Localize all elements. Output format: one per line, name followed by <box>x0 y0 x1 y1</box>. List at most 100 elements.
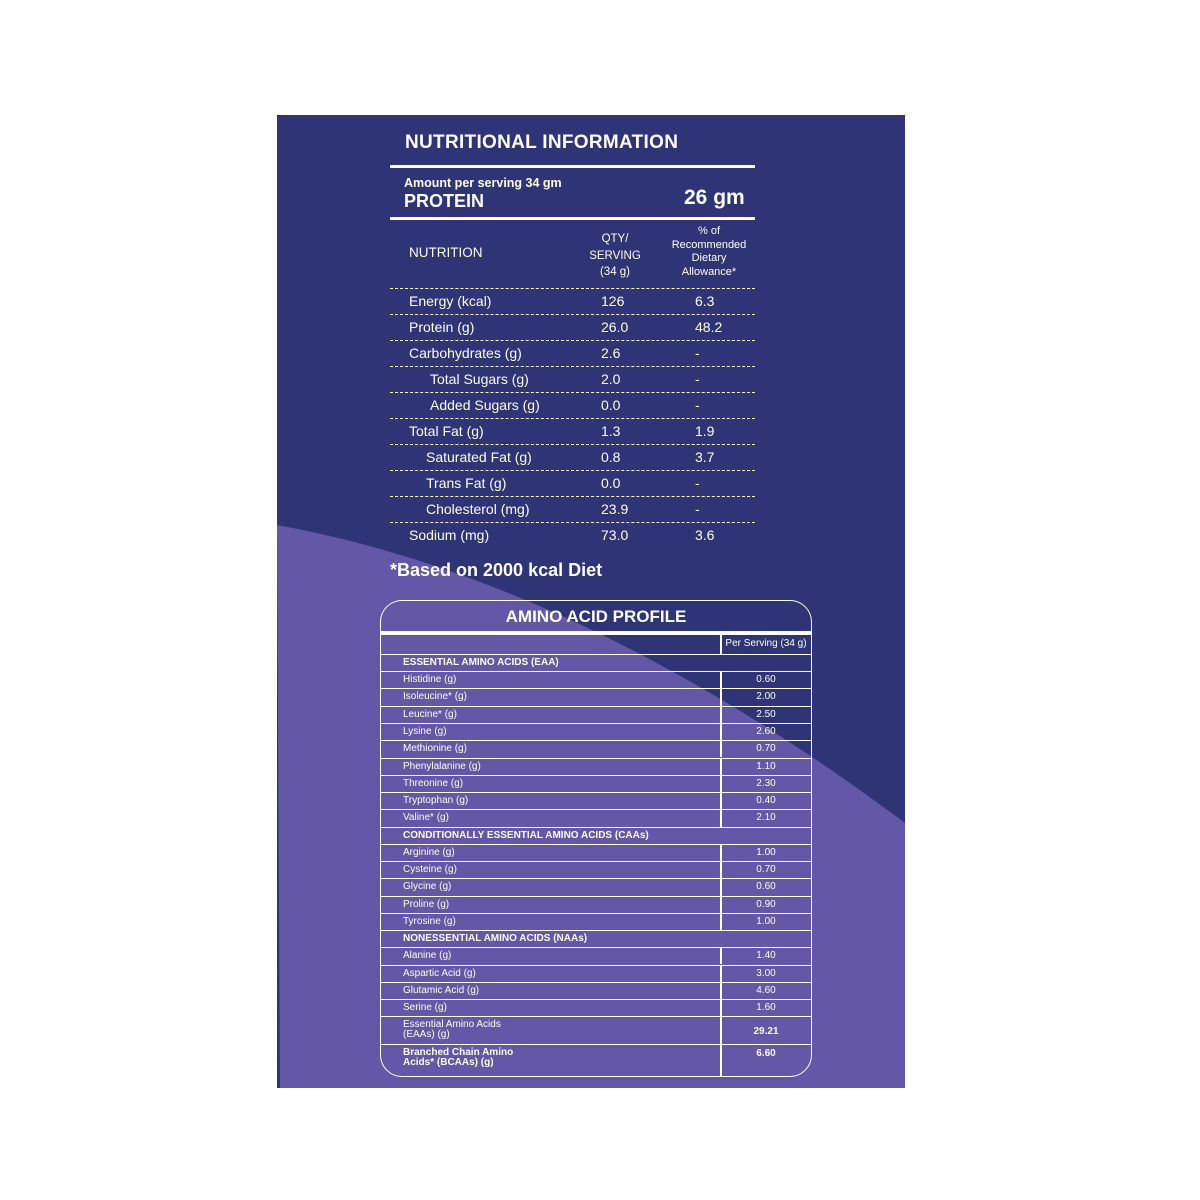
nutrient-rda: - <box>695 345 700 361</box>
dashed-divider <box>390 366 755 367</box>
serving-amount: Amount per serving 34 gm <box>404 176 562 190</box>
nutrient-rda: 3.6 <box>695 527 715 543</box>
nutrient-qty: 2.6 <box>601 345 621 361</box>
nutrient-qty: 1.3 <box>601 423 621 439</box>
column-divider <box>720 634 722 654</box>
column-divider <box>720 912 722 931</box>
amino-value: 0.70 <box>756 864 776 875</box>
amino-row: Proline (g) 0.90 <box>381 895 811 913</box>
footnote: *Based on 2000 kcal Diet <box>390 560 603 580</box>
dashed-divider <box>390 496 755 497</box>
amino-row: Threonine (g) 2.30 <box>381 774 811 792</box>
total-value: 6.60 <box>756 1048 776 1060</box>
nutrition-row: Cholesterol (mg) 23.9 - <box>390 497 755 523</box>
amino-title: AMINO ACID PROFILE <box>505 607 687 626</box>
column-divider <box>720 981 722 1000</box>
column-divider <box>720 688 722 706</box>
section-row: CONDITIONALLY ESSENTIAL AMINO ACIDS (CAA… <box>381 826 811 844</box>
nutrient-rda: 6.3 <box>695 293 715 309</box>
amino-row: Alanine (g) 1.40 <box>381 947 811 964</box>
column-divider <box>720 947 722 965</box>
column-divider <box>720 757 722 775</box>
column-divider <box>720 809 722 827</box>
nutrient-qty: 73.0 <box>601 527 629 543</box>
protein-label: PROTEIN <box>404 191 485 211</box>
amino-row: Glycine (g) 0.60 <box>381 878 811 895</box>
dashed-divider <box>390 522 755 523</box>
total-name-line: Essential Amino Acids <box>403 1019 501 1031</box>
section-row: ESSENTIAL AMINO ACIDS (EAA) <box>381 654 811 671</box>
amino-value: 3.00 <box>756 967 776 979</box>
amino-row: Lysine (g) 2.60 <box>381 722 811 740</box>
amino-name: Histidine (g) <box>403 674 457 685</box>
dashed-divider <box>390 340 755 341</box>
protein-value: 26 gm <box>684 186 745 209</box>
amino-name: Alanine (g) <box>403 950 452 962</box>
nutrition-row: Carbohydrates (g) 2.6 - <box>390 341 755 367</box>
amino-row: Valine* (g) 2.10 <box>381 809 811 826</box>
total-name-line: Branched Chain Amino <box>403 1047 514 1059</box>
column-divider <box>720 861 722 879</box>
total-row: Essential Amino Acids (EAAs) (g) 29.21 <box>381 1016 811 1044</box>
amino-name: Tyrosine (g) <box>403 915 456 927</box>
column-divider <box>720 792 722 810</box>
total-row: Branched Chain Amino Acids* (BCAAs) (g) 6.… <box>381 1044 811 1076</box>
amino-value: 1.60 <box>756 1002 776 1014</box>
nutrition-row: Saturated Fat (g) 0.8 3.7 <box>390 445 755 471</box>
column-divider <box>720 722 722 741</box>
divider <box>390 217 755 220</box>
amino-row: Arginine (g) 1.00 <box>381 843 811 861</box>
nutrition-row: Total Fat (g) 1.3 1.9 <box>390 419 755 445</box>
amino-row: Aspartic Acid (g) 3.00 <box>381 964 811 982</box>
total-name-line: (EAAs) (g) <box>403 1029 450 1041</box>
column-divider <box>720 774 722 793</box>
nutrition-row: Protein (g) 26.0 48.2 <box>390 315 755 341</box>
amino-row: Glutamic Acid (g) 4.60 <box>381 981 811 999</box>
amino-name: Lysine (g) <box>403 725 447 737</box>
amino-name: Cysteine (g) <box>403 864 457 875</box>
dashed-divider <box>390 470 755 471</box>
amino-name: Isoleucine* (g) <box>403 691 467 703</box>
rda-header-line: Allowance* <box>681 265 737 278</box>
nutrient-name: Energy (kcal) <box>409 293 492 309</box>
nutrient-name: Total Sugars (g) <box>430 371 529 387</box>
amino-name: Valine* (g) <box>403 812 449 824</box>
section-title: ESSENTIAL AMINO ACIDS (EAA) <box>403 657 559 668</box>
dashed-divider <box>390 418 755 419</box>
amino-value: 1.10 <box>756 760 776 772</box>
nutrition-row: Added Sugars (g) 0.0 - <box>390 393 755 419</box>
amino-value: 2.50 <box>756 708 776 720</box>
column-divider <box>720 964 722 982</box>
nutrient-qty: 23.9 <box>601 501 629 517</box>
qty-header-line: SERVING <box>589 249 641 262</box>
amino-row: Methionine (g) 0.70 <box>381 740 811 757</box>
column-divider <box>720 671 722 689</box>
section-title: NONESSENTIAL AMINO ACIDS (NAAs) <box>403 933 588 945</box>
amino-value: 0.90 <box>756 898 776 910</box>
amino-name: Threonine (g) <box>403 777 464 789</box>
amino-value: 2.10 <box>756 812 776 824</box>
column-divider <box>720 843 722 861</box>
total-name: Essential Amino Acids (EAAs) (g) <box>403 1020 501 1040</box>
amino-row: Leucine* (g) 2.50 <box>381 705 811 723</box>
qty-header-line: QTY/ <box>601 233 629 245</box>
amino-value: 1.00 <box>756 846 776 858</box>
amino-row: Cysteine (g) 0.70 <box>381 861 811 878</box>
section-row: NONESSENTIAL AMINO ACIDS (NAAs) <box>381 930 811 947</box>
amino-name: Aspartic Acid (g) <box>403 967 476 979</box>
amino-name: Phenylalanine (g) <box>403 760 481 772</box>
total-value: 29.21 <box>753 1026 779 1038</box>
qty-header: QTY/ SERVING (34 g) <box>580 231 650 281</box>
amino-value: 4.60 <box>756 984 776 996</box>
amino-name: Methionine (g) <box>403 743 467 755</box>
amino-value: 2.30 <box>756 777 776 789</box>
dashed-divider <box>390 444 755 445</box>
nutrient-qty: 0.0 <box>601 397 621 413</box>
nutrition-row: Trans Fat (g) 0.0 - <box>390 471 755 497</box>
nutrition-row: Sodium (mg) 73.0 3.6 <box>390 523 755 549</box>
amino-row: Serine (g) 1.60 <box>381 999 811 1016</box>
amino-name: Glycine (g) <box>403 881 452 893</box>
amino-row: Isoleucine* (g) 2.00 <box>381 688 811 705</box>
amino-name: Glutamic Acid (g) <box>403 984 480 996</box>
nutrient-rda: 48.2 <box>695 319 723 335</box>
